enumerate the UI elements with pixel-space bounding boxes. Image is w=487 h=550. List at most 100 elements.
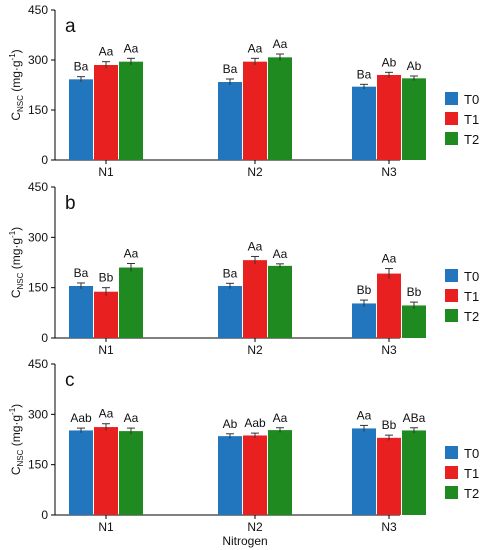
bar: [268, 265, 292, 338]
bar: [268, 430, 292, 515]
significance-label: Ab: [223, 417, 238, 431]
significance-label: Bb: [407, 285, 422, 299]
bar: [119, 61, 143, 160]
bar: [69, 79, 93, 160]
bar: [218, 285, 242, 338]
x-tick-label: N3: [381, 520, 397, 534]
significance-label: ABa: [403, 411, 426, 425]
significance-label: Aa: [357, 408, 372, 422]
significance-label: Ba: [74, 266, 89, 280]
bar: [94, 65, 118, 160]
bar: [402, 305, 426, 338]
significance-label: Aa: [124, 247, 139, 261]
legend-swatch: [445, 486, 458, 499]
legend-swatch: [445, 132, 458, 145]
panel-label: c: [65, 370, 75, 391]
bar: [119, 431, 143, 515]
significance-label: Aa: [99, 407, 114, 421]
y-tick-label: 450: [28, 180, 48, 194]
panel-label: b: [65, 193, 76, 214]
legend-swatch: [445, 289, 458, 302]
x-tick-label: N1: [98, 165, 114, 179]
x-tick-label: N3: [381, 343, 397, 357]
significance-label: Ba: [74, 60, 89, 74]
significance-label: Aa: [99, 45, 114, 59]
significance-label: Aa: [124, 41, 139, 55]
bar: [352, 303, 376, 338]
legend-label: T1: [464, 466, 479, 481]
legend-swatch: [445, 92, 458, 105]
bar: [218, 82, 242, 160]
bar: [377, 75, 401, 160]
bar: [218, 436, 242, 515]
legend-label: T0: [464, 269, 479, 284]
legend-swatch: [445, 466, 458, 479]
significance-label: Ba: [223, 266, 238, 280]
significance-label: Bb: [357, 283, 372, 297]
significance-label: Bb: [382, 418, 397, 432]
x-tick-label: N2: [247, 165, 263, 179]
y-axis-title: CNSC (mg·g-1): [8, 227, 25, 298]
panel-label: a: [65, 16, 76, 37]
y-tick-label: 150: [28, 281, 48, 295]
legend-label: T0: [464, 446, 479, 461]
legend-label: T1: [464, 112, 479, 127]
legend-label: T1: [464, 289, 479, 304]
legend-swatch: [445, 269, 458, 282]
bar: [69, 430, 93, 515]
significance-label: Aab: [244, 416, 266, 430]
significance-label: Ab: [407, 59, 422, 73]
bar: [243, 260, 267, 338]
y-tick-label: 300: [28, 407, 48, 421]
legend-swatch: [445, 112, 458, 125]
significance-label: Aab: [70, 411, 92, 425]
significance-label: Aa: [248, 41, 263, 55]
significance-label: Aa: [124, 411, 139, 425]
bar: [402, 78, 426, 160]
y-tick-label: 0: [41, 153, 48, 167]
bar: [94, 427, 118, 515]
y-tick-label: 150: [28, 103, 48, 117]
legend-label: T2: [464, 309, 479, 324]
bar: [377, 273, 401, 338]
bar: [94, 291, 118, 338]
x-tick-label: N3: [381, 165, 397, 179]
legend-label: T2: [464, 132, 479, 147]
significance-label: Aa: [273, 247, 288, 261]
significance-label: Aa: [273, 37, 288, 51]
bar: [352, 86, 376, 160]
x-tick-label: N2: [247, 520, 263, 534]
y-tick-label: 300: [28, 53, 48, 67]
x-tick-label: N1: [98, 520, 114, 534]
y-tick-label: 150: [28, 458, 48, 472]
bar: [352, 428, 376, 515]
bar: [69, 285, 93, 338]
significance-label: Aa: [382, 252, 397, 266]
significance-label: Ba: [357, 67, 372, 81]
legend-label: T0: [464, 92, 479, 107]
bar: [243, 61, 267, 160]
significance-label: Bb: [99, 271, 114, 285]
y-tick-label: 450: [28, 3, 48, 17]
significance-label: Aa: [248, 239, 263, 253]
bar: [377, 437, 401, 515]
bar: [243, 435, 267, 515]
legend-swatch: [445, 446, 458, 459]
x-axis-title: Nitrogen: [222, 534, 267, 548]
y-tick-label: 0: [41, 331, 48, 345]
y-tick-label: 450: [28, 357, 48, 371]
legend-swatch: [445, 309, 458, 322]
y-axis-title: CNSC (mg·g-1): [8, 49, 25, 120]
bar: [268, 57, 292, 161]
y-tick-label: 0: [41, 508, 48, 522]
y-tick-label: 300: [28, 230, 48, 244]
significance-label: Ab: [382, 55, 397, 69]
significance-label: Aa: [273, 411, 288, 425]
y-axis-title: CNSC (mg·g-1): [8, 404, 25, 475]
x-tick-label: N1: [98, 343, 114, 357]
bar: [402, 430, 426, 515]
significance-label: Ba: [223, 62, 238, 76]
bar: [119, 267, 143, 338]
legend-label: T2: [464, 486, 479, 501]
